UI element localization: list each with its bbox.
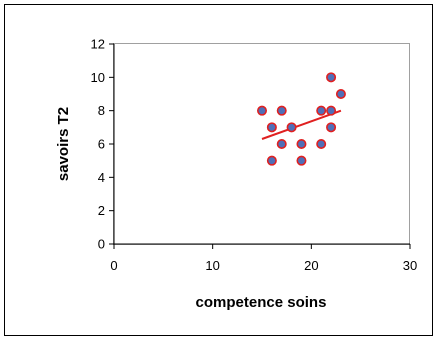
- y-tick-label: 8: [98, 103, 105, 118]
- data-point: [316, 139, 327, 150]
- data-point: [326, 105, 337, 116]
- y-axis-title: savoirs T2: [55, 107, 72, 181]
- y-tick-label: 6: [98, 137, 105, 152]
- y-axis: 0 2 4 6 8 10 12: [91, 37, 115, 252]
- data-point: [335, 89, 346, 100]
- data-point: [256, 105, 267, 116]
- x-axis: 0 10 20 30: [110, 243, 417, 273]
- x-tick-label: 20: [304, 258, 318, 273]
- x-tick-label: 30: [403, 258, 417, 273]
- y-tick-label: 4: [98, 170, 105, 185]
- data-point: [276, 105, 287, 116]
- x-tick-label: 0: [110, 258, 117, 273]
- chart-area-border: [4, 4, 433, 336]
- y-tick-label: 0: [98, 237, 105, 252]
- data-point: [286, 122, 297, 133]
- data-point: [266, 122, 277, 133]
- data-point: [266, 155, 277, 166]
- trendline: [261, 109, 342, 140]
- data-point: [326, 72, 337, 83]
- trendline-layer: [261, 109, 342, 140]
- data-points: [256, 72, 346, 166]
- data-point: [276, 139, 287, 150]
- y-tick-label: 10: [91, 70, 105, 85]
- y-tick-label: 2: [98, 203, 105, 218]
- data-point: [296, 155, 307, 166]
- y-tick-label: 12: [91, 37, 105, 52]
- data-point: [296, 139, 307, 150]
- data-point: [326, 122, 337, 133]
- x-axis-title: competence soins: [196, 294, 327, 311]
- data-point: [316, 105, 327, 116]
- x-tick-label: 10: [205, 258, 219, 273]
